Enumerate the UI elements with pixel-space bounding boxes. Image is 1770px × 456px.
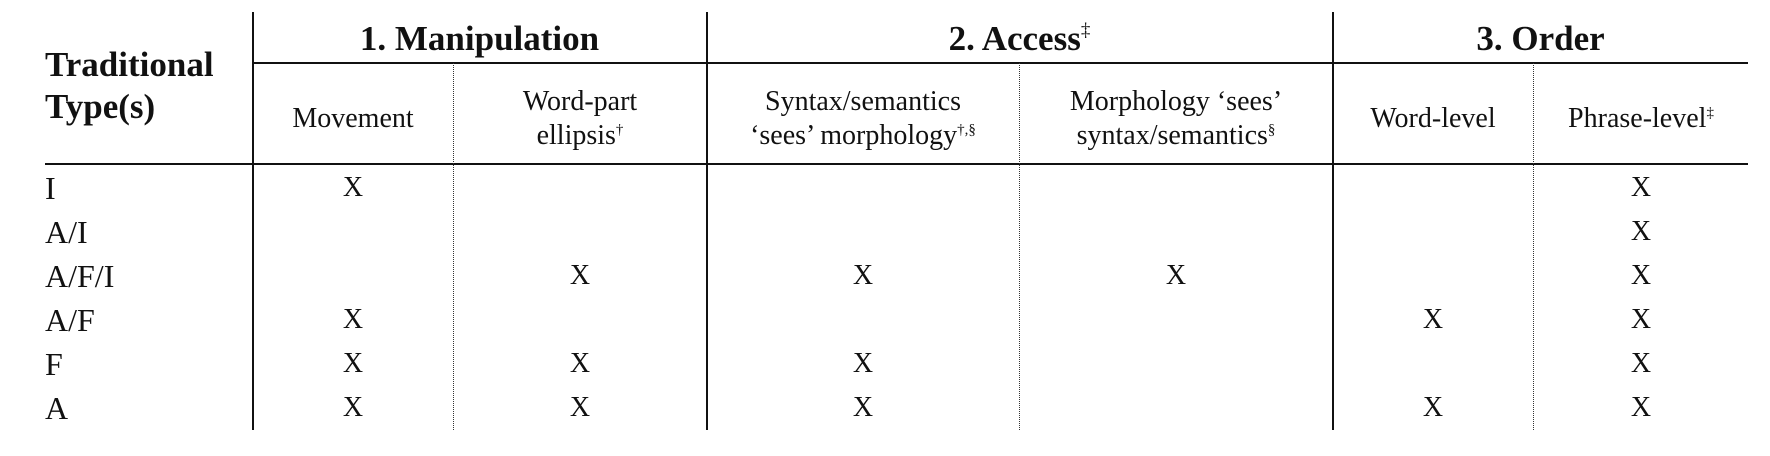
row-type-label: A/F/I: [45, 258, 115, 294]
group-header-order: 3. Order: [1333, 14, 1748, 64]
subcolumn-header-word-level: Word-level: [1333, 75, 1533, 163]
cell-mark: X: [1630, 304, 1652, 335]
cell-mark: X: [1165, 260, 1187, 291]
row-type-label: A/F: [45, 302, 95, 338]
subcolumn-separator: [453, 63, 454, 430]
subcolumn-label: ‘sees’ morphology: [750, 120, 958, 151]
row-header-line: Type(s): [45, 87, 156, 126]
subcolumn-footnote-mark: †: [615, 122, 624, 138]
cell-mark: X: [1422, 304, 1444, 335]
row-type-label: F: [45, 346, 63, 382]
subcolumn-header-morphology-sees-syntax: Morphology ‘sees’ syntax/semantics§: [1020, 75, 1332, 163]
cell-mark: X: [1630, 348, 1652, 379]
subcolumn-label: Morphology ‘sees’: [1069, 86, 1283, 117]
subcolumn-footnote-mark: ‡: [1706, 105, 1714, 121]
subcolumn-separator: [1533, 63, 1534, 430]
cell-mark: X: [1630, 216, 1652, 247]
subcolumn-label: syntax/semantics: [1076, 120, 1268, 151]
row-header-traditional-types: Traditional Type(s): [45, 44, 255, 128]
column-separator: [1332, 12, 1334, 430]
subcolumn-label: Phrase-level: [1568, 103, 1707, 134]
subcolumn-header-movement: Movement: [253, 75, 453, 163]
group-label: 1. Manipulation: [359, 19, 600, 58]
cell-mark: X: [342, 304, 364, 335]
group-label: 2. Access: [948, 19, 1081, 58]
row-type-label: A: [45, 390, 69, 426]
row-type-label: A/I: [45, 214, 88, 250]
cell-mark: X: [852, 348, 874, 379]
cell-mark: X: [342, 172, 364, 203]
column-separator: [252, 12, 254, 430]
cell-mark: X: [1630, 172, 1652, 203]
row-type-label: I: [45, 170, 56, 206]
cell-mark: X: [342, 348, 364, 379]
subcolumn-label: ellipsis: [536, 120, 616, 151]
cell-mark: X: [1630, 392, 1652, 423]
subcolumn-footnote-mark: †,§: [957, 122, 976, 138]
cell-mark: X: [569, 260, 591, 291]
header-bottom-rule: [45, 163, 1748, 165]
cell-mark: X: [1422, 392, 1444, 423]
subcolumn-label: Word-level: [1370, 103, 1496, 134]
group-header-manipulation: 1. Manipulation: [253, 14, 706, 64]
cell-mark: X: [569, 348, 591, 379]
subcolumn-header-syntax-sees-morphology: Syntax/semantics ‘sees’ morphology†,§: [707, 75, 1019, 163]
subcolumn-header-phrase-level: Phrase-level‡: [1534, 75, 1748, 163]
cell-mark: X: [1630, 260, 1652, 291]
subcolumn-footnote-mark: §: [1267, 122, 1276, 138]
row-header-line: Traditional: [45, 45, 214, 84]
subcolumn-header-word-part-ellipsis: Word-part ellipsis†: [454, 75, 706, 163]
cell-mark: X: [852, 392, 874, 423]
group-label: 3. Order: [1476, 19, 1605, 58]
group-header-access: 2. Access‡: [707, 14, 1332, 64]
group-footnote-mark: ‡: [1080, 20, 1091, 41]
subcolumn-label: Movement: [292, 103, 414, 134]
group-underline: [253, 62, 1748, 64]
column-separator: [706, 12, 708, 430]
cell-mark: X: [342, 392, 364, 423]
cell-mark: X: [852, 260, 874, 291]
subcolumn-separator: [1019, 63, 1020, 430]
subcolumn-label: Word-part: [522, 86, 638, 117]
subcolumn-label: Syntax/semantics: [765, 86, 961, 117]
cell-mark: X: [569, 392, 591, 423]
